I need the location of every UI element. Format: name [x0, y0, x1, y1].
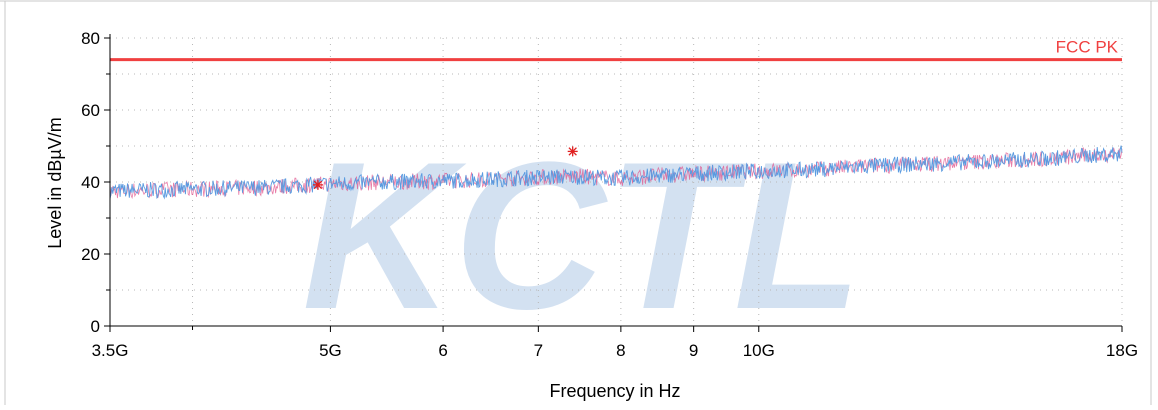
measurement-trace — [109, 145, 1123, 200]
marker-star-stroke — [313, 180, 323, 190]
trace-line-average — [109, 145, 1123, 200]
x-tick-label: 5G — [319, 341, 342, 360]
watermark-logo: KCTL — [302, 118, 862, 353]
y-tick-label: 60 — [81, 101, 100, 120]
y-tick-label: 40 — [81, 173, 100, 192]
fcc-pk-label: FCC PK — [1056, 38, 1119, 57]
limit-line-group: FCC PK — [110, 38, 1122, 62]
y-tick-label: 20 — [81, 245, 100, 264]
y-tick-label: 0 — [91, 317, 100, 336]
x-tick-label: 3.5G — [92, 341, 129, 360]
x-tick-label: 6 — [438, 341, 447, 360]
axes: 0 20 40 60 80 3.5G 5G 6 7 8 9 10G 18G — [81, 29, 1138, 360]
y-axis-label: Level in dBµV/m — [45, 117, 65, 248]
y-tick-label: 80 — [81, 29, 100, 48]
x-tick-label: 9 — [689, 341, 698, 360]
peak-markers — [312, 146, 578, 190]
x-tick-label: 7 — [534, 341, 543, 360]
x-tick-label: 10G — [743, 341, 775, 360]
x-tick-label: 18G — [1106, 341, 1138, 360]
x-tick-label: 8 — [616, 341, 625, 360]
marker-star-stroke — [568, 147, 577, 156]
x-axis-label: Frequency in Hz — [549, 381, 680, 401]
